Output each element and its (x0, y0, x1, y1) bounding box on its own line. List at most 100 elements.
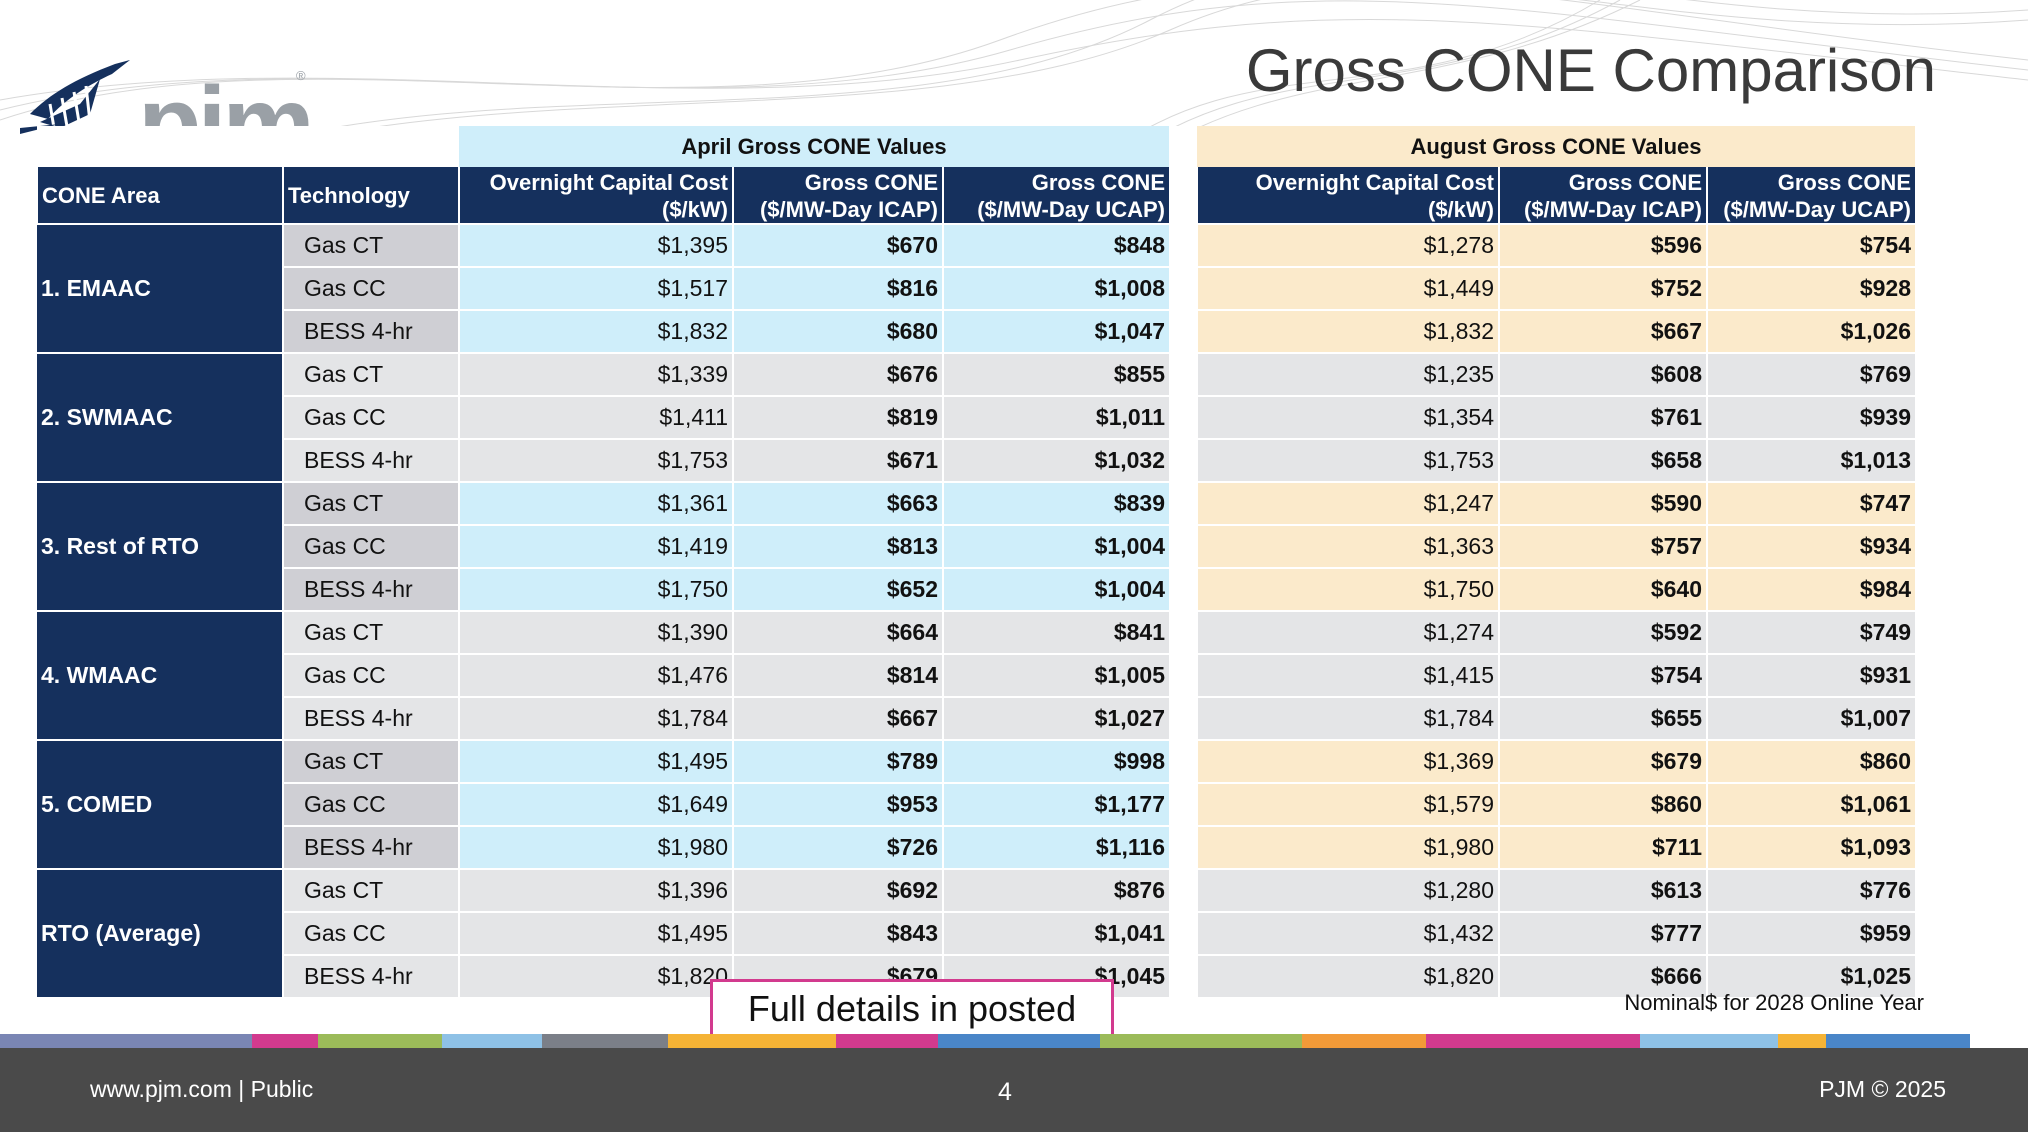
table-row: Gas CC $1,476 $814 $1,005 $1,415 $754 $931 (37, 653, 1915, 697)
technology-cell: Gas CC (282, 395, 459, 439)
april-ucap-cell: $876 (942, 868, 1169, 912)
august-capital-cost-cell: $1,280 (1196, 868, 1499, 912)
august-icap-cell: $613 (1498, 868, 1707, 912)
column-gap (1169, 783, 1197, 826)
april-icap-cell: $953 (732, 782, 943, 826)
april-icap-cell: $692 (732, 868, 943, 912)
cone-area-cell: RTO (Average) (37, 868, 283, 997)
table-row: BESS 4-hr $1,980 $726 $1,116 $1,980 $711 $1,09… (37, 825, 1915, 869)
cone-area-cell: 1. EMAAC (37, 223, 283, 353)
april-ucap-cell: $848 (942, 223, 1169, 267)
column-gap (1169, 525, 1197, 568)
august-icap-cell: $754 (1498, 653, 1707, 697)
technology-cell: Gas CC (282, 266, 459, 310)
august-capital-cost-cell: $1,369 (1196, 739, 1499, 783)
technology-cell: Gas CT (282, 868, 459, 912)
table-row: BESS 4-hr $1,832 $680 $1,047 $1,832 $667 $1,02… (37, 309, 1915, 353)
april-ucap-cell: $1,177 (942, 782, 1169, 826)
technology-cell: Gas CT (282, 223, 459, 267)
technology-cell: BESS 4-hr (282, 438, 459, 482)
header-line-1: Gross CONE (1031, 170, 1165, 195)
header-line-2: ($/MW-Day ICAP) (1523, 197, 1702, 222)
april-icap-cell: $813 (732, 524, 943, 568)
stripe-segment (0, 1034, 252, 1048)
brattle-model-callout: Full details in posted Brattle CONE mode… (710, 979, 1114, 1083)
august-ucap-cell: $1,007 (1706, 696, 1915, 740)
april-ucap-cell: $841 (942, 610, 1169, 654)
august-icap-cell: $655 (1498, 696, 1707, 740)
april-capital-cost-cell: $1,832 (458, 309, 733, 353)
april-ucap-cell: $1,008 (942, 266, 1169, 310)
april-ucap-cell: $1,032 (942, 438, 1169, 482)
august-capital-cost-cell: $1,579 (1196, 782, 1499, 826)
august-ucap-cell: $749 (1706, 610, 1915, 654)
august-capital-cost-cell: $1,363 (1196, 524, 1499, 568)
august-group-header: August Gross CONE Values (1197, 126, 1915, 167)
april-ucap-cell: $855 (942, 352, 1169, 396)
august-ucap-cell: $934 (1706, 524, 1915, 568)
cone-area-cell: 4. WMAAC (37, 610, 283, 740)
column-gap (1169, 224, 1197, 267)
august-icap-cell: $860 (1498, 782, 1707, 826)
april-capital-cost-cell: $1,750 (458, 567, 733, 611)
april-ucap-cell: $839 (942, 481, 1169, 525)
august-icap-cell: $679 (1498, 739, 1707, 783)
august-capital-cost-cell: $1,449 (1196, 266, 1499, 310)
column-gap (1169, 955, 1197, 997)
col-header-april-capital-cost: Overnight Capital Cost ($/kW) (458, 167, 733, 224)
april-capital-cost-cell: $1,411 (458, 395, 733, 439)
august-capital-cost-cell: $1,432 (1196, 911, 1499, 955)
table-row: BESS 4-hr $1,753 $671 $1,032 $1,753 $658 $1,01… (37, 438, 1915, 482)
footer-color-stripe (0, 1034, 2028, 1048)
column-gap (1169, 697, 1197, 740)
page-number: 4 (998, 1078, 1012, 1106)
april-ucap-cell: $1,004 (942, 567, 1169, 611)
stripe-segment (1778, 1034, 1826, 1048)
april-ucap-cell: $998 (942, 739, 1169, 783)
august-icap-cell: $592 (1498, 610, 1707, 654)
technology-cell: BESS 4-hr (282, 825, 459, 869)
column-gap (1169, 826, 1197, 869)
col-header-cone-area: CONE Area (36, 167, 283, 224)
april-icap-cell: $816 (732, 266, 943, 310)
august-ucap-cell: $1,013 (1706, 438, 1915, 482)
footer-copyright: PJM © 2025 (1819, 1076, 1946, 1102)
august-ucap-cell: $1,061 (1706, 782, 1915, 826)
august-icap-cell: $590 (1498, 481, 1707, 525)
cone-area-cell: 5. COMED (37, 739, 283, 869)
technology-cell: BESS 4-hr (282, 567, 459, 611)
table-row: 3. Rest of RTO Gas CT $1,361 $663 $839 $1,247… (37, 481, 1915, 611)
april-icap-cell: $671 (732, 438, 943, 482)
august-icap-cell: $608 (1498, 352, 1707, 396)
april-ucap-cell: $1,004 (942, 524, 1169, 568)
table-row: RTO (Average) Gas CT $1,396 $692 $876 $1,280 $… (37, 868, 1915, 997)
august-icap-cell: $761 (1498, 395, 1707, 439)
table-row: 2. SWMAAC Gas CT $1,339 $676 $855 $1,235 $608 $… (37, 352, 1915, 482)
august-ucap-cell: $754 (1706, 223, 1915, 267)
april-icap-cell: $843 (732, 911, 943, 955)
april-icap-cell: $667 (732, 696, 943, 740)
stripe-segment (668, 1034, 836, 1048)
group-gap (1169, 126, 1197, 167)
nominal-note: Nominal$ for 2028 Online Year (1624, 990, 1924, 1015)
page-title: Gross CONE Comparison (1245, 37, 1936, 104)
column-gap (1169, 439, 1197, 482)
col-header-april-icap: Gross CONE ($/MW-Day ICAP) (732, 167, 943, 224)
april-ucap-cell: $1,116 (942, 825, 1169, 869)
april-ucap-cell: $1,027 (942, 696, 1169, 740)
header-line-2: ($/kW) (1428, 197, 1494, 222)
april-capital-cost-cell: $1,495 (458, 911, 733, 955)
technology-cell: BESS 4-hr (282, 954, 459, 997)
header-gap (1169, 167, 1197, 224)
august-icap-cell: $596 (1498, 223, 1707, 267)
august-capital-cost-cell: $1,753 (1196, 438, 1499, 482)
august-ucap-cell: $928 (1706, 266, 1915, 310)
august-ucap-cell: $931 (1706, 653, 1915, 697)
table-row: Gas CC $1,419 $813 $1,004 $1,363 $757 $934 (37, 524, 1915, 568)
column-gap (1169, 353, 1197, 396)
header-line-1: Overnight Capital Cost (1255, 170, 1494, 195)
technology-cell: BESS 4-hr (282, 696, 459, 740)
april-ucap-cell: $1,047 (942, 309, 1169, 353)
table-row: Gas CC $1,649 $953 $1,177 $1,579 $860 $1,061 (37, 782, 1915, 826)
april-capital-cost-cell: $1,820 (458, 954, 733, 997)
